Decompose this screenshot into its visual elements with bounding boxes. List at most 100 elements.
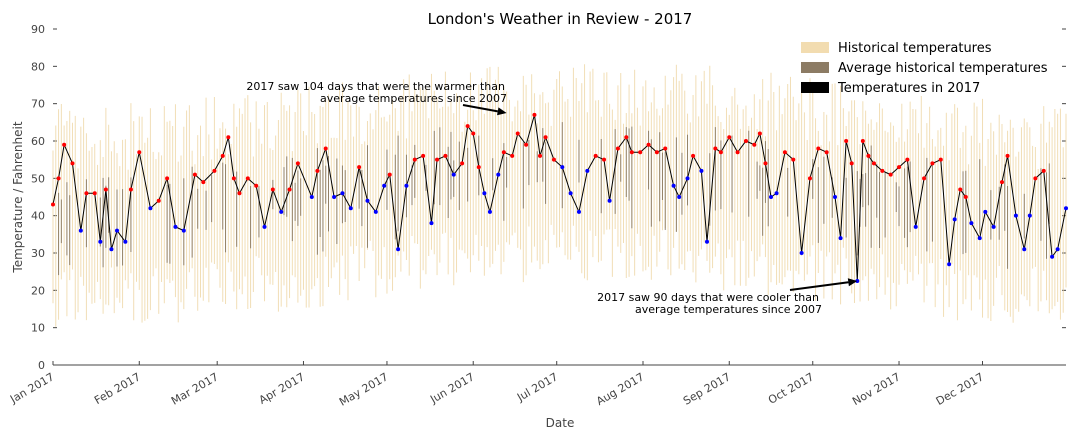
warmer-day-marker [501,150,506,155]
warmer-day-marker [782,150,787,155]
cooler-day-marker [404,183,409,188]
cooler-day-marker [148,206,153,211]
warmer-day-marker [727,135,732,140]
warmer-day-marker [735,150,740,155]
warmer-day-marker [871,161,876,166]
warmer-day-marker [844,139,849,143]
cooler-day-marker [487,209,492,214]
x-tick-label: Sep 2017 [681,370,733,407]
cooler-day-marker [947,262,952,267]
x-tick-label: Jan 2017 [7,370,56,406]
warmer-day-marker [615,146,620,151]
cooler-day-marker [382,183,387,188]
annotation-warmer-arrow [462,104,498,113]
warmer-day-marker [654,150,659,155]
annotation-warmer: 2017 saw 104 days that were the warmer t… [246,80,507,116]
cooler-day-marker [78,228,83,233]
warmer-day-marker [357,165,362,170]
warmer-day-marker [443,153,448,158]
x-tick-label: Apr 2017 [257,370,307,407]
warmer-day-marker [270,187,275,192]
cooler-day-marker [173,224,178,229]
warmer-day-marker [593,153,598,158]
warmer-day-marker [192,172,197,177]
warmer-day-marker [816,146,821,151]
cooler-day-marker [98,239,103,244]
warmer-day-marker [51,202,55,207]
x-tick-label: Jun 2017 [427,370,477,406]
annotation-cooler-arrowhead [847,278,858,287]
warmer-day-marker [103,187,108,192]
legend-swatch [801,42,829,53]
warmer-day-marker [245,176,250,181]
warmer-day-marker [471,131,476,136]
annotation-cooler-arrow [789,281,849,291]
warmer-day-marker [602,157,607,162]
warmer-day-marker [212,168,217,173]
cooler-day-marker [838,236,843,241]
cooler-day-marker [833,195,838,199]
x-tick-label: Oct 2017 [766,370,816,407]
historical-temperature-bars [52,64,1067,327]
legend-swatch [801,62,829,73]
cooler-day-marker [607,198,612,203]
cooler-day-marker [576,209,581,214]
warmer-day-marker [1033,176,1038,181]
y-tick-label: 50 [31,172,45,185]
cooler-day-marker [983,209,988,214]
warmer-day-marker [412,157,417,162]
warmer-day-marker [849,161,854,166]
x-tick-label: Mar 2017 [169,370,221,407]
warmer-day-marker [646,142,651,147]
warmer-day-marker [860,139,865,143]
warmer-day-marker [752,142,757,147]
x-axis-label: Date [546,416,575,430]
cooler-day-marker [332,195,337,199]
cooler-day-marker [913,224,918,229]
warmer-day-marker [254,183,259,188]
y-tick-label: 90 [31,23,45,36]
warmer-day-marker [551,157,556,162]
cooler-day-marker [373,209,378,214]
warmer-day-marker [1041,168,1046,173]
cooler-day-marker [671,183,676,188]
annotation-warmer-arrowhead [497,107,507,116]
annotation-cooler-line2: average temperatures since 2007 [635,303,822,316]
warmer-day-marker [92,191,97,196]
warmer-day-marker [476,165,481,170]
warmer-day-marker [231,176,236,181]
warmer-day-marker [791,157,796,162]
warmer-day-marker [56,176,61,181]
cooler-day-marker [279,209,284,214]
x-tick-label: Aug 2017 [594,370,646,408]
y-axis-ticks: 0 10 20 30 40 50 60 70 80 90 [31,23,1066,372]
cooler-day-marker [699,168,704,173]
warmer-day-marker [226,135,231,140]
cooler-day-marker [396,247,401,252]
warmer-day-marker [156,198,161,203]
warmer-day-marker [421,153,426,158]
warmer-day-marker [691,153,696,158]
cooler-day-marker [560,165,565,170]
warmer-day-marker [538,153,543,158]
warmer-day-marker [387,172,392,177]
warmer-day-marker [958,187,963,192]
warmer-day-marker [524,142,529,147]
temperature-markers [51,112,1068,283]
cooler-day-marker [482,191,487,196]
warmer-day-marker [713,146,718,151]
chart-title: London's Weather in Review - 2017 [428,10,693,28]
warmer-day-marker [963,195,968,199]
x-tick-label: Jul 2017 [514,370,560,404]
annotation-cooler: 2017 saw 90 days that were cooler than a… [597,278,858,316]
warmer-day-marker [435,157,440,162]
warmer-day-marker [70,161,75,166]
cooler-day-marker [991,224,996,229]
warmer-day-marker [465,124,470,129]
annotation-warmer-line2: average temperatures since 2007 [320,92,507,105]
y-tick-label: 10 [31,322,45,335]
warmer-day-marker [629,150,634,155]
x-tick-label: Dec 2017 [934,370,986,408]
cooler-day-marker [1027,213,1032,218]
